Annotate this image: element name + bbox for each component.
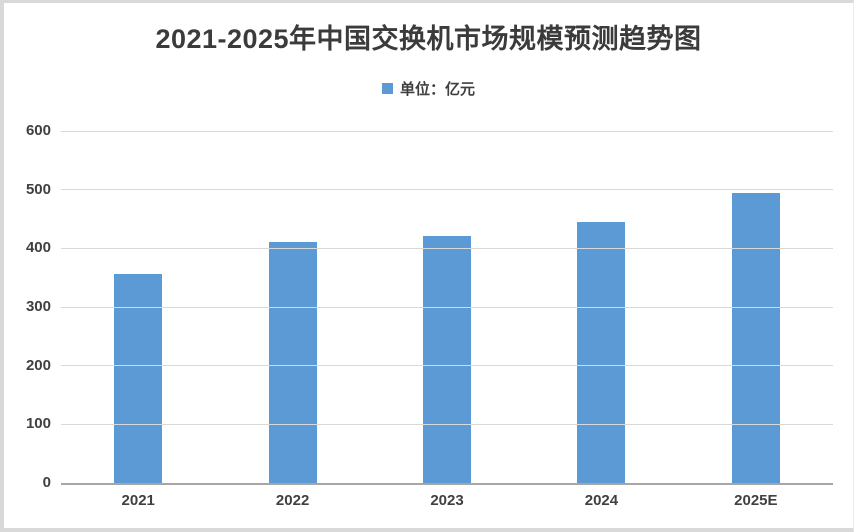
bar-slot-2025E <box>679 131 833 483</box>
gridline-300 <box>61 306 833 308</box>
legend-label: 单位：亿元 <box>399 81 475 98</box>
bar-2022 <box>268 241 317 483</box>
y-tick-label-200: 200 <box>25 356 51 374</box>
bar-2025E <box>731 192 780 483</box>
y-tick-label-0: 0 <box>42 474 51 491</box>
chart-title: 2021-2025年中国交换机市场规模预测趋势图 <box>155 24 702 54</box>
bar-slot-2023 <box>370 131 524 483</box>
y-tick-label-400: 400 <box>25 239 51 257</box>
bar-2021 <box>114 273 163 483</box>
bar-2023 <box>423 236 472 483</box>
plot-area <box>61 130 833 485</box>
y-tick-label-500: 500 <box>25 180 51 198</box>
x-tick-label-2024: 2024 <box>584 492 619 509</box>
bar-2024 <box>577 221 626 483</box>
bar-slot-2024 <box>524 131 678 483</box>
x-tick-label-2022: 2022 <box>275 492 310 509</box>
x-tick-label-2021: 2021 <box>121 492 155 509</box>
legend-swatch-icon <box>381 83 393 94</box>
gridline-100 <box>61 423 833 425</box>
y-tick-label-300: 300 <box>25 298 51 315</box>
gridline-400 <box>61 247 833 249</box>
bar-slot-2021 <box>61 131 215 483</box>
bar-slot-2022 <box>215 131 369 483</box>
y-tick-label-600: 600 <box>25 122 51 139</box>
legend: 单位：亿元 <box>4 78 853 99</box>
gridline-200 <box>61 365 833 367</box>
y-tick-label-100: 100 <box>25 415 51 433</box>
x-tick-label-2025E: 2025E <box>734 492 778 509</box>
x-axis-tick-labels: 2021 2022 2023 2024 2025E <box>61 492 833 509</box>
x-tick-label-2023: 2023 <box>430 492 464 509</box>
y-axis-tick-labels: 0 100 200 300 400 500 600 <box>4 122 51 491</box>
gridline-500 <box>61 189 833 191</box>
gridline-600 <box>61 130 833 132</box>
bars-container <box>61 131 833 483</box>
